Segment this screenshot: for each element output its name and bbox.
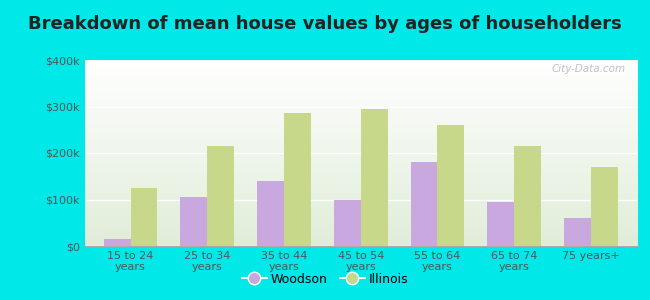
Bar [564,218,591,246]
Bar [334,200,361,246]
Bar [207,146,234,246]
Bar [437,125,464,246]
Legend: Woodson, Illinois: Woodson, Illinois [237,268,413,291]
Bar [257,181,284,246]
Bar [284,113,311,246]
Bar [514,146,541,246]
Bar [181,197,207,246]
Bar [591,167,618,246]
Bar [131,188,157,246]
Bar [361,109,387,246]
Bar [411,162,437,246]
Text: City-Data.com: City-Data.com [552,64,626,74]
Bar [488,202,514,246]
Bar [104,239,131,246]
Text: Breakdown of mean house values by ages of householders: Breakdown of mean house values by ages o… [28,15,622,33]
